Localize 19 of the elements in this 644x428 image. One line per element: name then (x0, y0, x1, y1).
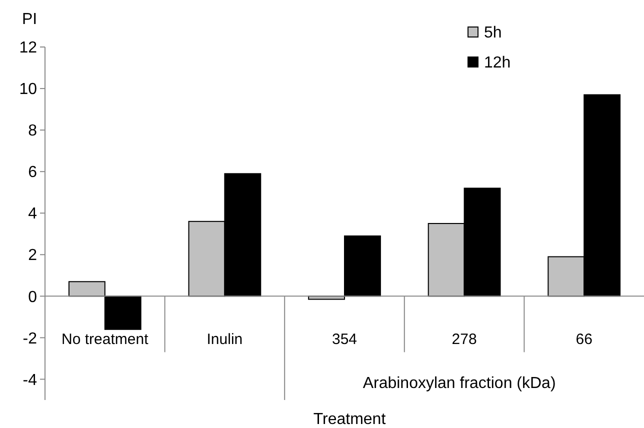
annotation: Arabinoxylan fraction (kDa) (362, 375, 556, 392)
legend-label: 5h (484, 24, 502, 42)
y-tick-label: 10 (19, 81, 38, 98)
x-axis-title: Treatment (313, 411, 386, 428)
y-tick-label: 0 (28, 288, 38, 306)
x-tick-label: 354 (332, 331, 358, 348)
y-tick-label: 12 (19, 40, 38, 57)
x-tick-label: No treatment (62, 331, 150, 348)
x-tick-label: 278 (452, 331, 477, 348)
y-tick-label: 8 (28, 122, 38, 140)
y-axis-title: PI (22, 11, 38, 28)
legend-label: 12h (484, 54, 511, 72)
y-tick-label: 6 (28, 164, 38, 182)
y-tick-label: 2 (28, 247, 38, 264)
y-tick-label: -2 (22, 330, 38, 348)
y-tick-label: 4 (28, 206, 38, 223)
x-tick-label: Inulin (206, 331, 243, 348)
y-tick-label: -4 (22, 372, 38, 389)
x-tick-label: 66 (576, 331, 592, 348)
